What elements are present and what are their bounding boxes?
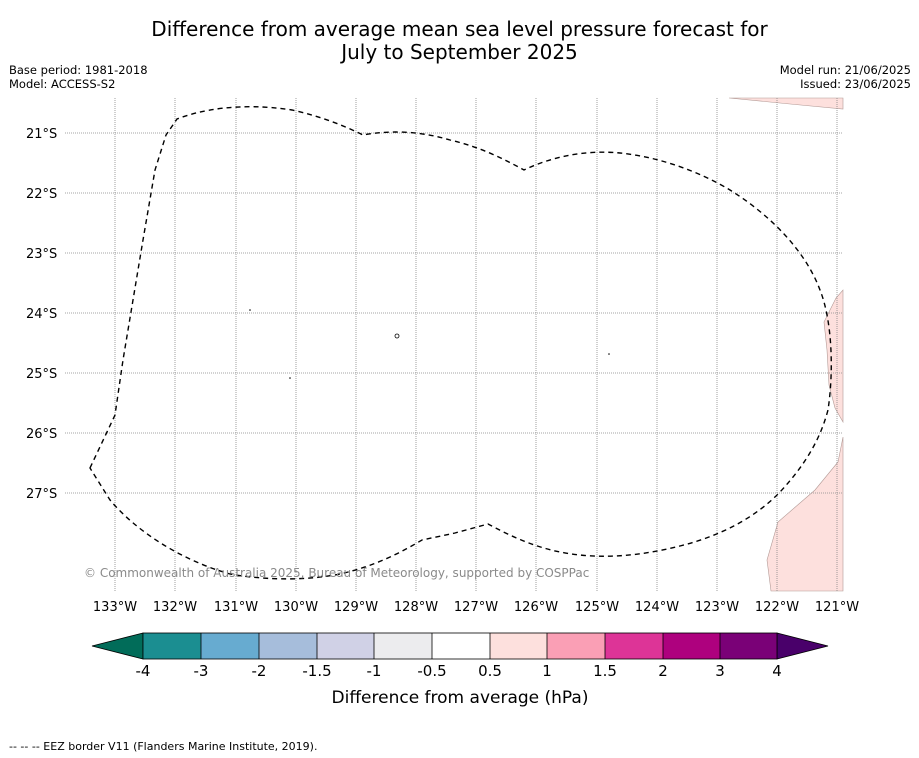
- colorbar-tick-label: 2: [658, 662, 668, 680]
- latitude-labels: 21°S 22°S 23°S 24°S 25°S 26°S 27°S: [26, 127, 57, 502]
- lon-label: 126°W: [514, 600, 558, 615]
- island-marker: [289, 377, 291, 379]
- colorbar-over-arrow: [776, 632, 829, 660]
- lon-label: 128°W: [394, 600, 438, 615]
- longitude-labels: 133°W 132°W 131°W 130°W 129°W 128°W 127°…: [93, 600, 859, 615]
- title-line-1: Difference from average mean sea level p…: [151, 17, 768, 41]
- model-run: Model run: 21/06/2025: [779, 63, 911, 77]
- lat-label: 25°S: [26, 367, 57, 382]
- colorbar-tick-label: 0.5: [478, 662, 502, 680]
- colorbar-tick-label: 1.5: [593, 662, 617, 680]
- copyright-text: © Commonwealth of Australia 2025, Bureau…: [84, 566, 589, 580]
- colorbar-box-m15-m1: [317, 633, 374, 659]
- map-title: Difference from average mean sea level p…: [0, 18, 919, 64]
- colorbar-tick-label: 4: [772, 662, 782, 680]
- lon-label: 125°W: [575, 600, 619, 615]
- colorbar-box-m2-m15: [259, 633, 317, 659]
- lon-label: 123°W: [695, 600, 739, 615]
- lon-label: 131°W: [214, 600, 258, 615]
- lon-label: 129°W: [334, 600, 378, 615]
- lat-label: 22°S: [26, 187, 57, 202]
- colorbar-box-3-4: [720, 633, 777, 659]
- colorbar: -4 -3 -2 -1.5 -1 -0.5 0.5 1 1.5 2 3 4 Di…: [91, 632, 829, 708]
- anomaly-region-right-middle: [823, 289, 844, 424]
- issued-date: Issued: 23/06/2025: [800, 77, 911, 91]
- lon-label: 121°W: [815, 600, 859, 615]
- base-period: Base period: 1981-2018: [9, 63, 148, 77]
- colorbar-under-arrow: [91, 632, 144, 660]
- islands: [249, 309, 610, 379]
- colorbar-tick-label: -1: [367, 662, 382, 680]
- colorbar-tick-label: -2: [252, 662, 267, 680]
- colorbar-box-m3-m2: [201, 633, 259, 659]
- lon-label: 132°W: [153, 600, 197, 615]
- metadata-right: Model run: 21/06/2025 Issued: 23/06/2025: [780, 63, 911, 91]
- lat-label: 23°S: [26, 247, 57, 262]
- island-marker: [249, 309, 251, 311]
- eez-legend-note: -- -- -- EEZ border V11 (Flanders Marine…: [9, 740, 318, 753]
- colorbar-tick-label: 3: [715, 662, 725, 680]
- colorbar-box-m05-05: [432, 633, 490, 659]
- colorbar-box-15-2: [605, 633, 663, 659]
- anomaly-region-bottom-right: [766, 436, 844, 592]
- colorbar-box-1-15: [547, 633, 605, 659]
- colorbar-tick-label: -0.5: [417, 662, 446, 680]
- colorbar-box-05-1: [490, 633, 547, 659]
- colorbar-label: Difference from average (hPa): [332, 688, 589, 708]
- lon-label: 130°W: [274, 600, 318, 615]
- lon-label: 127°W: [454, 600, 498, 615]
- lon-label: 133°W: [93, 600, 137, 615]
- colorbar-tick-label: -4: [136, 662, 151, 680]
- colorbar-tick-label: -1.5: [302, 662, 331, 680]
- colorbar-box-m1-m05: [374, 633, 432, 659]
- lat-label: 21°S: [26, 127, 57, 142]
- lat-label: 24°S: [26, 307, 57, 322]
- anomaly-regions: [728, 97, 844, 592]
- colorbar-dividers: [142, 632, 778, 660]
- lat-label: 26°S: [26, 427, 57, 442]
- lon-label: 122°W: [755, 600, 799, 615]
- colorbar-ticks: -4 -3 -2 -1.5 -1 -0.5 0.5 1 1.5 2 3 4: [136, 662, 782, 680]
- model-name: Model: ACCESS-S2: [9, 77, 116, 91]
- colorbar-box-2-3: [663, 633, 720, 659]
- metadata-left: Base period: 1981-2018 Model: ACCESS-S2: [9, 63, 148, 91]
- island-marker: [608, 353, 610, 355]
- title-line-2: July to September 2025: [341, 40, 578, 64]
- graticule: [65, 98, 843, 591]
- lon-label: 124°W: [635, 600, 679, 615]
- anomaly-region-top-right: [728, 97, 844, 110]
- island-marker: [394, 333, 400, 339]
- colorbar-box-m4-m3: [143, 633, 201, 659]
- colorbar-tick-label: 1: [542, 662, 552, 680]
- colorbar-tick-label: -3: [194, 662, 209, 680]
- eez-border: [89, 106, 832, 580]
- lat-label: 27°S: [26, 487, 57, 502]
